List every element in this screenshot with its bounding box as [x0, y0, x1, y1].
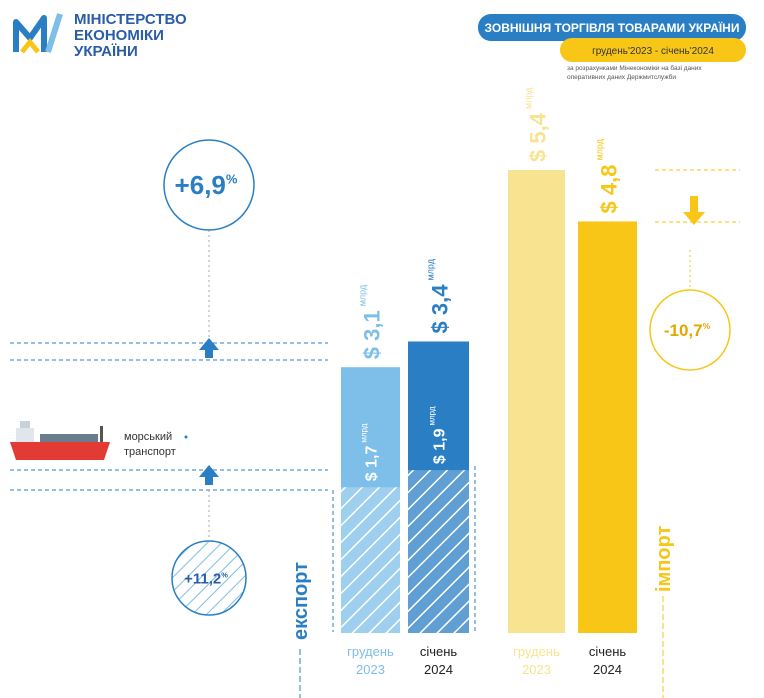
arrow-up: [199, 338, 219, 358]
value-label: $ 1,9 млрд: [428, 406, 449, 464]
x-tick-label: січень: [589, 644, 627, 659]
period: грудень'2023 - січень'2024: [592, 46, 714, 57]
ship-icon: [10, 421, 110, 460]
source: оперативних даних Держмитслужби: [567, 73, 676, 81]
change-suffix: %: [221, 570, 228, 579]
bar-segment: [341, 487, 400, 633]
x-tick-label: січень: [420, 644, 458, 659]
logo-text: УКРАЇНИ: [74, 43, 138, 60]
change-suffix: %: [226, 172, 238, 187]
ship-dot: [184, 435, 188, 439]
unit: млрд: [360, 423, 369, 442]
value-text: $ 3,1: [360, 310, 385, 359]
axis-label: експорт: [290, 562, 312, 640]
change-suffix: %: [703, 321, 711, 331]
title: ЗОВНІШНЯ ТОРГІВЛЯ ТОВАРАМИ УКРАЇНИ: [485, 20, 740, 35]
logo-text: ЕКОНОМІКИ: [74, 27, 164, 44]
value-text: $ 4,8: [597, 165, 622, 214]
value-text: $ 1,9: [432, 428, 449, 464]
change: -10,7%: [664, 321, 711, 340]
import-guides: [655, 169, 740, 698]
value-text: $ 5,4: [526, 112, 551, 162]
change-circle: [163, 139, 255, 231]
x-tick-label: грудень: [513, 644, 560, 659]
value-label: $ 3,4 млрд: [426, 258, 453, 333]
bar-segment: [408, 470, 469, 633]
bar: [578, 221, 637, 633]
change-circle: [171, 540, 247, 616]
logo-text: МІНІСТЕРСТВО: [74, 11, 187, 28]
x-tick-label: 2024: [424, 662, 453, 677]
bar: [508, 170, 565, 633]
change-value: +6,9: [175, 170, 226, 200]
title-pill: [478, 14, 746, 41]
x-tick-label: 2023: [522, 662, 551, 677]
change: +11,2%: [184, 570, 228, 587]
series-name: морський транспорт: [124, 431, 176, 458]
change-value: -10,7: [664, 321, 703, 340]
logo: [13, 13, 63, 54]
value-text: $ 3,4: [428, 284, 453, 334]
value-label: $ 1,7 млрд: [360, 423, 381, 481]
value-text: $ 1,7: [364, 446, 381, 482]
x-tick-label: 2024: [593, 662, 622, 677]
unit: млрд: [595, 138, 605, 160]
change-circle: [649, 289, 731, 371]
arrow-down: [683, 196, 705, 225]
source: за розрахунками Мінекономіки на базі дан…: [567, 64, 702, 72]
guides: [10, 230, 476, 698]
value-label: $ 5,4 млрд: [524, 87, 551, 162]
change-value: +11,2: [184, 570, 221, 587]
unit: млрд: [426, 258, 436, 280]
unit: млрд: [358, 284, 368, 306]
x-tick-label: грудень: [347, 644, 394, 659]
axis-label: імпорт: [653, 525, 675, 592]
period-pill: [560, 38, 746, 62]
value-label: $ 4,8 млрд: [595, 138, 622, 213]
unit: млрд: [428, 406, 437, 425]
arrow-up: [199, 465, 219, 485]
unit: млрд: [524, 87, 534, 109]
x-tick-label: 2023: [356, 662, 385, 677]
change: +6,9%: [175, 170, 238, 200]
value-label: $ 3,1 млрд: [358, 284, 385, 359]
